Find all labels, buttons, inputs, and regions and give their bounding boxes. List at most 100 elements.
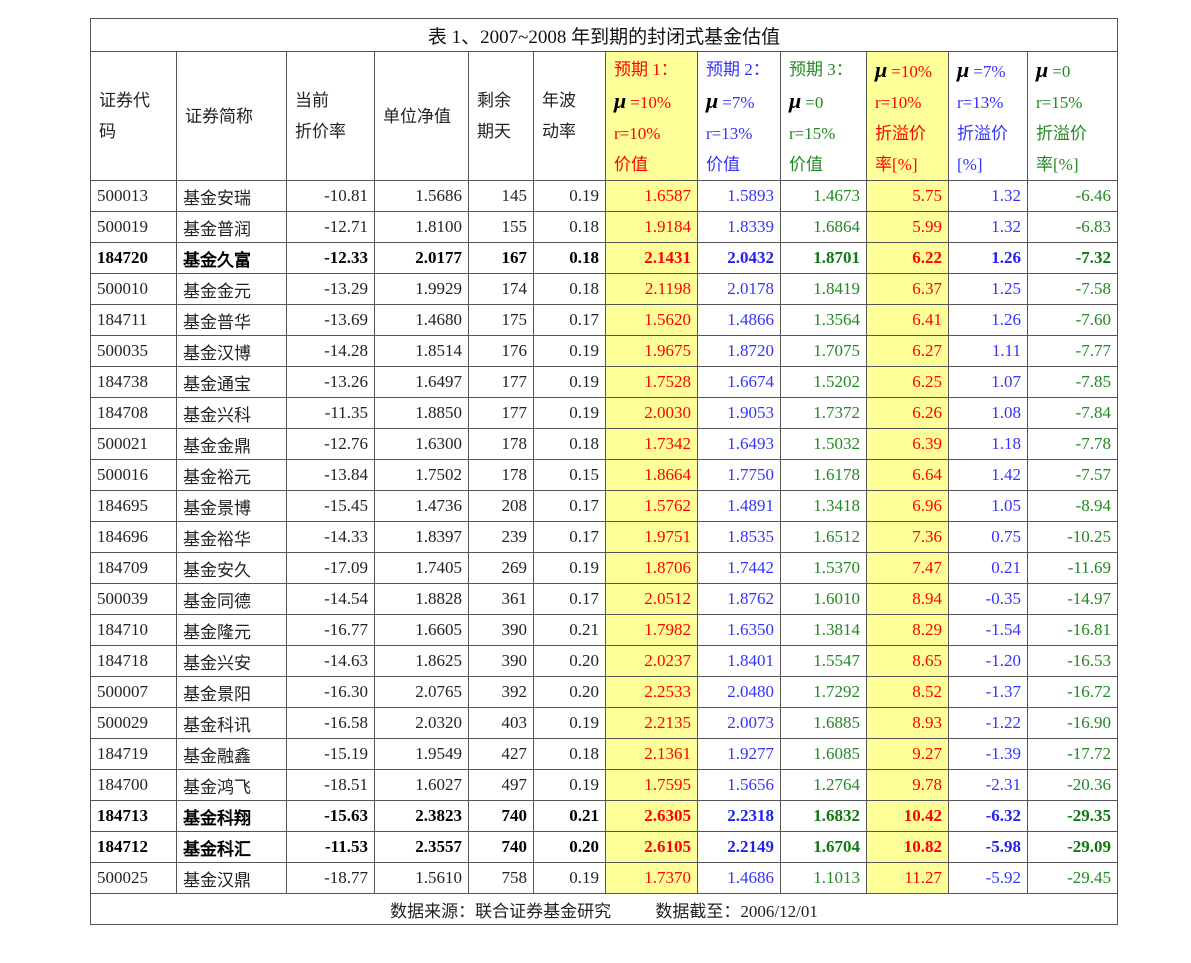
table-cell: 184718 [90,645,177,677]
table-cell: 7.47 [866,552,949,584]
table-row: 184708 基金兴科 -11.35 1.8850 177 0.19 2.0030 1.905… [90,397,1119,429]
table-cell: -2.31 [948,769,1028,801]
table-cell: 2.6105 [605,831,698,863]
table-cell: 0.19 [533,862,606,894]
table-cell: 10.82 [866,831,949,863]
table-cell: 基金隆元 [176,614,287,646]
table-cell: 6.37 [866,273,949,305]
table-cell: 2.2533 [605,676,698,708]
table-cell: 1.4866 [697,304,781,336]
table-title: 表 1、2007~2008 年到期的封闭式基金估值 [89,18,1119,52]
table-cell: 184713 [90,800,177,832]
header-line: 率[%] [1036,155,1079,174]
table-cell: -29.35 [1026,800,1119,832]
table-cell: 1.7595 [605,769,698,801]
table-cell: 2.1198 [605,273,698,305]
table-cell: 6.26 [866,397,949,429]
header-param: =0 [1052,62,1071,81]
table-cell: 1.7528 [605,366,698,398]
table-cell: 2.0320 [374,707,469,739]
table-cell: -8.94 [1026,490,1119,522]
table-cell: -6.83 [1026,211,1119,243]
table-cell: 1.7372 [780,397,867,429]
table-cell: 8.65 [866,645,949,677]
table-cell: -29.09 [1026,831,1119,863]
header-line: r=15% [789,124,836,143]
table-cell: 基金汉鼎 [176,862,287,894]
table-cell: 0.19 [533,707,606,739]
table-cell: 184712 [90,831,177,863]
table-row: 184711 基金普华 -13.69 1.4680 175 0.17 1.5620 1.486… [90,304,1119,336]
table-cell: 2.0512 [605,583,698,615]
table-cell: 361 [468,583,534,615]
table-cell: 1.7442 [697,552,781,584]
table-cell: -7.57 [1026,459,1119,491]
data-date: 数据截至：2006/12/01 [655,901,818,921]
table-row: 184709 基金安久 -17.09 1.7405 269 0.19 1.8706 1.744… [90,552,1119,584]
table-cell: 740 [468,831,534,863]
table-cell: 9.27 [866,738,949,770]
table-cell: -15.19 [286,738,375,770]
table-row: 184720 基金久富 -12.33 2.0177 167 0.18 2.1431 2.043… [90,242,1119,274]
table-cell: 239 [468,521,534,553]
table-cell: 1.6885 [780,707,867,739]
table-cell: -14.97 [1026,583,1119,615]
table-cell: 0.21 [948,552,1028,584]
table-cell: -12.76 [286,428,375,460]
table-cell: 基金金鼎 [176,428,287,460]
table-cell: 2.2149 [697,831,781,863]
table-cell: -13.84 [286,459,375,491]
table-cell: -14.33 [286,521,375,553]
table-cell: 500021 [90,428,177,460]
table-cell: 1.5686 [374,180,469,212]
table-cell: 1.6027 [374,769,469,801]
table-cell: 1.7075 [780,335,867,367]
table-cell: -6.32 [948,800,1028,832]
table-cell: 1.8701 [780,242,867,274]
column-header-3: 单位净值 [374,51,469,181]
table-cell: -17.72 [1026,738,1119,770]
table-cell: -5.98 [948,831,1028,863]
table-cell: -1.54 [948,614,1028,646]
table-row: 184696 基金裕华 -14.33 1.8397 239 0.17 1.9751 1.853… [90,521,1119,553]
table-cell: 1.6605 [374,614,469,646]
table-cell: 基金普华 [176,304,287,336]
table-cell: 1.6587 [605,180,698,212]
table-cell: 1.7370 [605,862,698,894]
table-cell: 1.7342 [605,428,698,460]
mu-symbol: μ [614,88,627,113]
table-cell: 1.5202 [780,366,867,398]
table-cell: 2.0432 [697,242,781,274]
header-line: 价值 [614,155,648,174]
table-cell: -12.71 [286,211,375,243]
table-cell: 1.8535 [697,521,781,553]
table-cell: -7.60 [1026,304,1119,336]
table-cell: 0.19 [533,366,606,398]
table-cell: -13.26 [286,366,375,398]
table-cell: -7.78 [1026,428,1119,460]
table-cell: 8.94 [866,583,949,615]
table-cell: 1.7292 [780,676,867,708]
table-cell: 1.6674 [697,366,781,398]
table-cell: 1.7405 [374,552,469,584]
table-cell: 基金兴科 [176,397,287,429]
table-cell: 176 [468,335,534,367]
header-line: μ =0 [789,85,858,118]
table-cell: 500007 [90,676,177,708]
table-cell: 500035 [90,335,177,367]
table-cell: 1.3418 [780,490,867,522]
table-cell: 1.8720 [697,335,781,367]
header-line: 价值 [789,155,823,174]
table-cell: 174 [468,273,534,305]
table-cell: 184700 [90,769,177,801]
table-cell: 0.18 [533,273,606,305]
table-cell: 1.4736 [374,490,469,522]
table-cell: 1.8850 [374,397,469,429]
header-line: r=15% [1036,93,1083,112]
header-param: =7% [973,62,1006,81]
table-cell: 1.6864 [780,211,867,243]
table-cell: 758 [468,862,534,894]
table-cell: 1.8397 [374,521,469,553]
table-cell: 500010 [90,273,177,305]
header-line: 动率 [542,122,576,141]
